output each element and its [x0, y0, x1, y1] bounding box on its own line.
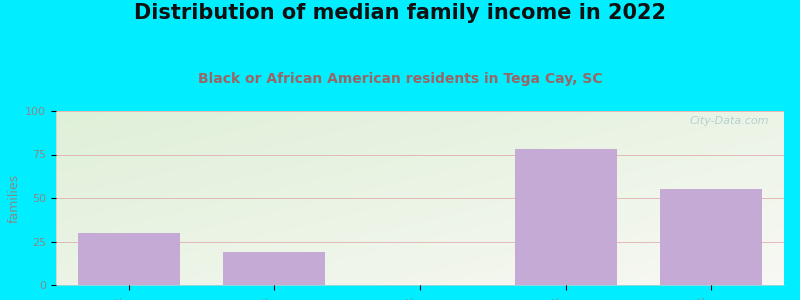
Bar [660, 189, 762, 285]
Bar [78, 233, 180, 285]
Text: City-Data.com: City-Data.com [690, 116, 770, 126]
Text: Black or African American residents in Tega Cay, SC: Black or African American residents in T… [198, 72, 602, 86]
Y-axis label: families: families [8, 173, 21, 223]
Bar [223, 252, 326, 285]
Text: Distribution of median family income in 2022: Distribution of median family income in … [134, 3, 666, 23]
Bar [514, 149, 617, 285]
